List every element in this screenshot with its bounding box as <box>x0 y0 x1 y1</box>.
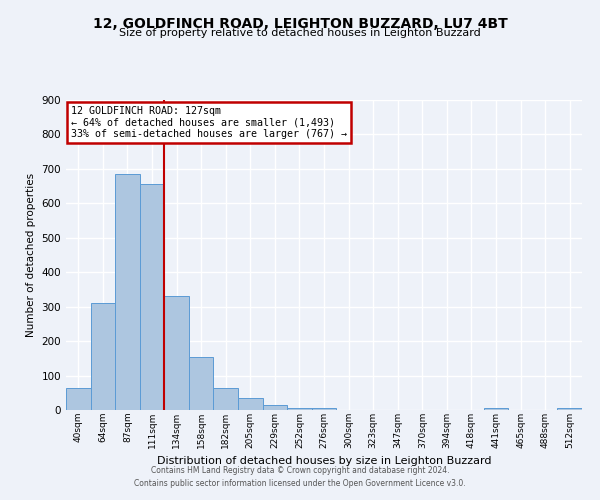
Text: 12 GOLDFINCH ROAD: 127sqm
← 64% of detached houses are smaller (1,493)
33% of se: 12 GOLDFINCH ROAD: 127sqm ← 64% of detac… <box>71 106 347 140</box>
Bar <box>164 296 189 410</box>
Bar <box>312 408 336 410</box>
Y-axis label: Number of detached properties: Number of detached properties <box>26 173 36 337</box>
Bar <box>66 388 91 410</box>
Bar <box>214 388 238 410</box>
X-axis label: Distribution of detached houses by size in Leighton Buzzard: Distribution of detached houses by size … <box>157 456 491 466</box>
Bar <box>557 408 582 410</box>
Bar <box>115 174 140 410</box>
Text: Contains HM Land Registry data © Crown copyright and database right 2024.
Contai: Contains HM Land Registry data © Crown c… <box>134 466 466 487</box>
Bar <box>91 303 115 410</box>
Bar <box>238 398 263 410</box>
Bar <box>189 356 214 410</box>
Bar <box>287 408 312 410</box>
Text: 12, GOLDFINCH ROAD, LEIGHTON BUZZARD, LU7 4BT: 12, GOLDFINCH ROAD, LEIGHTON BUZZARD, LU… <box>92 18 508 32</box>
Text: Size of property relative to detached houses in Leighton Buzzard: Size of property relative to detached ho… <box>119 28 481 38</box>
Bar <box>263 405 287 410</box>
Bar <box>140 184 164 410</box>
Bar <box>484 408 508 410</box>
